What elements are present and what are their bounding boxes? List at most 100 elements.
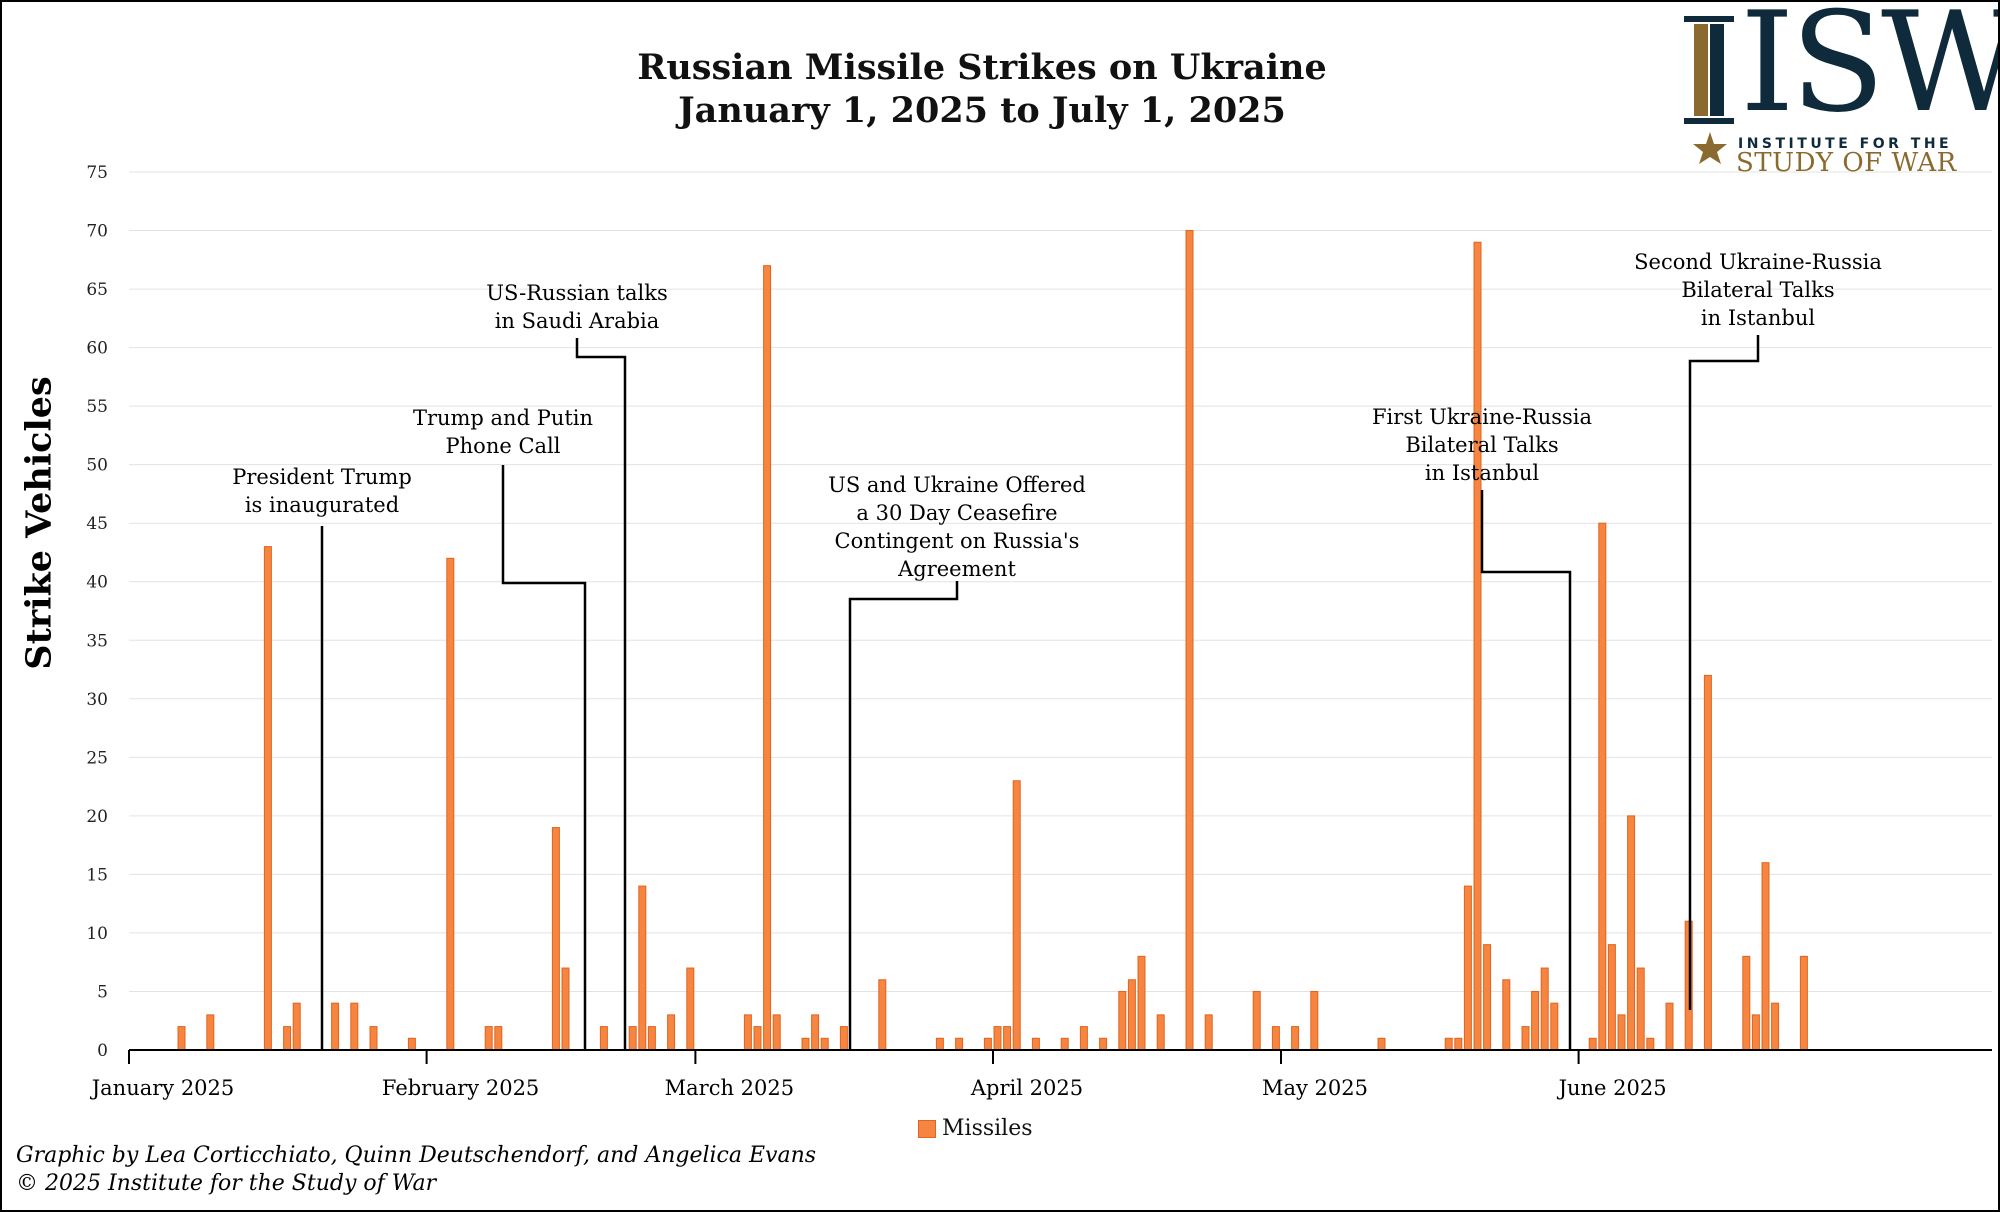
isw-logo-pillar-icon [1684, 16, 1734, 164]
y-tick-label: 20 [86, 807, 108, 827]
annotation-text: US-Russian talks [486, 281, 667, 305]
bar [1617, 1014, 1626, 1051]
bar [551, 827, 560, 1051]
isw-logo-line2: STUDY OF WAR [1736, 148, 1957, 178]
y-tick-label: 40 [86, 573, 108, 593]
y-tick-label: 15 [86, 865, 108, 885]
bar [1742, 955, 1751, 1051]
bar [599, 1026, 608, 1051]
annotation-text: Phone Call [446, 434, 561, 458]
bar [1771, 1002, 1780, 1051]
bar [484, 1026, 493, 1051]
x-tick-label: June 2025 [1557, 1076, 1667, 1100]
annotation-text: Agreement [897, 557, 1016, 581]
bar [983, 1037, 992, 1051]
bar [561, 967, 570, 1051]
bar [686, 967, 695, 1051]
annotation-text: Trump and Putin [413, 406, 593, 430]
y-tick-label: 30 [86, 690, 108, 710]
bar [1079, 1026, 1088, 1051]
bar [1003, 1026, 1012, 1051]
bar [1454, 1037, 1463, 1051]
chart-title-line2: January 1, 2025 to July 1, 2025 [678, 90, 1286, 131]
event-annotation: Second Ukraine-Russia Bilateral Talks in I… [1634, 250, 1882, 1010]
event-annotation: President Trump is inaugurated [232, 465, 412, 1050]
credits-line1: Graphic by Lea Corticchiato, Quinn Deuts… [16, 1143, 817, 1168]
bar [878, 979, 887, 1051]
y-tick-label: 0 [97, 1041, 108, 1061]
bar [993, 1026, 1002, 1051]
x-tick-label: April 2025 [970, 1076, 1083, 1100]
event-annotation: US and Ukraine Offered a 30 Day Ceasefire… [828, 473, 1086, 1050]
bar [1463, 885, 1472, 1051]
chart-title-line1: Russian Missile Strikes on Ukraine [637, 47, 1327, 88]
bar [743, 1014, 752, 1051]
bar [1607, 944, 1616, 1051]
legend-swatch-missiles [918, 1119, 936, 1138]
bar [955, 1037, 964, 1051]
event-annotation: First Ukraine-Russia Bilateral Talks in Is… [1372, 405, 1592, 1050]
y-tick-label: 45 [86, 514, 108, 534]
bar [1137, 955, 1146, 1051]
bar [1502, 979, 1511, 1051]
y-tick-label: 50 [86, 456, 108, 476]
bar [628, 1026, 637, 1051]
bar [331, 1002, 340, 1051]
bar [350, 1002, 359, 1051]
bar [839, 1026, 848, 1051]
bar [446, 557, 455, 1051]
y-tick-label: 75 [86, 163, 108, 183]
legend-label-missiles: Missiles [942, 1116, 1033, 1141]
bar [1627, 815, 1636, 1051]
x-tick-label: January 2025 [90, 1076, 235, 1100]
bar [407, 1037, 416, 1051]
y-tick-label: 65 [86, 280, 108, 300]
y-tick-label: 5 [97, 982, 108, 1002]
bar [1550, 1002, 1559, 1051]
annotation-leader-line [1688, 335, 1760, 1010]
bar [1204, 1014, 1213, 1051]
bar [1291, 1026, 1300, 1051]
bar [494, 1026, 503, 1051]
bar [292, 1002, 301, 1051]
bar [1483, 944, 1492, 1051]
bar [1060, 1037, 1069, 1051]
annotation-text: Contingent on Russia's [835, 529, 1080, 553]
bar [811, 1014, 820, 1051]
annotation-leader-line [1480, 490, 1572, 1050]
annotation-text: Second Ukraine-Russia [1634, 250, 1882, 274]
annotation-text: US and Ukraine Offered [828, 473, 1086, 497]
bar [1012, 780, 1021, 1051]
bar [263, 546, 272, 1051]
annotation-text: a 30 Day Ceasefire [856, 501, 1057, 525]
bar [1473, 241, 1482, 1051]
bar [283, 1026, 292, 1051]
bar [1598, 522, 1607, 1051]
y-tick-label: 35 [86, 631, 108, 651]
bar [801, 1037, 810, 1051]
bar [1761, 862, 1770, 1051]
bar [1099, 1037, 1108, 1051]
y-tick-label: 55 [86, 397, 108, 417]
bar [206, 1014, 215, 1051]
bar [1252, 990, 1261, 1051]
bar [1118, 990, 1127, 1051]
bar [1127, 979, 1136, 1051]
bar [1540, 967, 1549, 1051]
bar [1646, 1037, 1655, 1051]
annotation-text: in Istanbul [1701, 306, 1815, 330]
bar [1377, 1037, 1386, 1051]
x-tick-label: May 2025 [1262, 1076, 1368, 1100]
bar [1310, 990, 1319, 1051]
annotation-text: Bilateral Talks [1405, 433, 1558, 457]
y-tick-label: 25 [86, 748, 108, 768]
y-axis-ticks: 0 5 10 15 20 25 30 35 40 45 50 55 60 65 70 75 [86, 163, 108, 1061]
bar [1271, 1026, 1280, 1051]
bar [1751, 1014, 1760, 1051]
x-tick-label: February 2025 [382, 1076, 539, 1100]
bar [369, 1026, 378, 1051]
event-annotation: US-Russian talks in Saudi Arabia [486, 281, 668, 1050]
grid-lines [129, 171, 1992, 992]
legend: Missiles [918, 1116, 1033, 1141]
